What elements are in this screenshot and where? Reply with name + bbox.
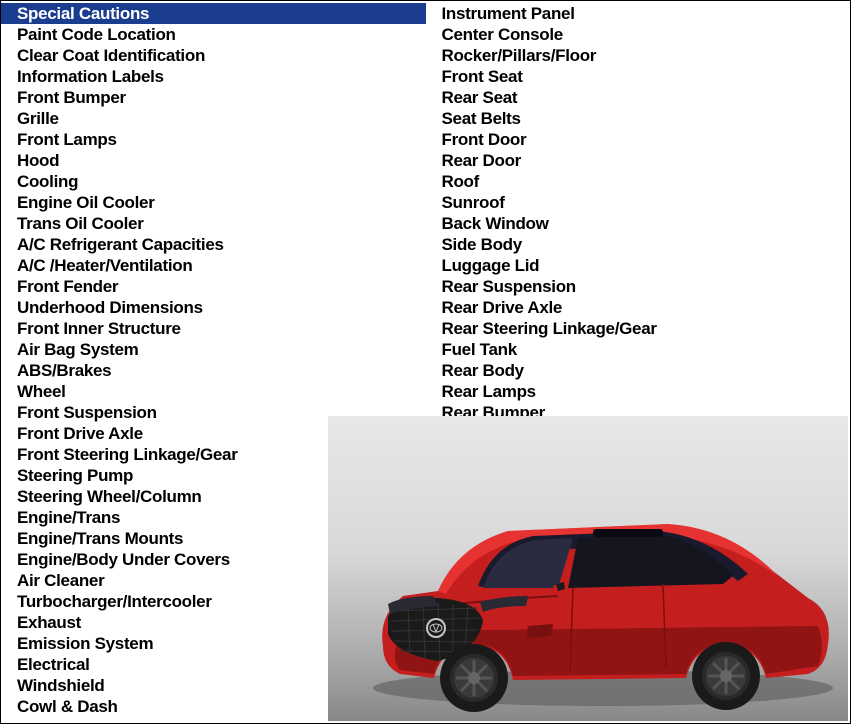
left_column-item[interactable]: Wheel [1, 381, 426, 402]
right_column-item[interactable]: Seat Belts [426, 108, 851, 129]
right_column-item[interactable]: Instrument Panel [426, 3, 851, 24]
left_column-item[interactable]: Special Cautions [1, 3, 426, 24]
left_column-item[interactable]: Trans Oil Cooler [1, 213, 426, 234]
right_column-item[interactable]: Side Body [426, 234, 851, 255]
right_column-item[interactable]: Rear Steering Linkage/Gear [426, 318, 851, 339]
right_column-item[interactable]: Front Door [426, 129, 851, 150]
right_column-item[interactable]: Rear Lamps [426, 381, 851, 402]
left_column-item[interactable]: Front Bumper [1, 87, 426, 108]
left_column-item[interactable]: Cooling [1, 171, 426, 192]
right_column-item[interactable]: Rear Seat [426, 87, 851, 108]
right_column-item[interactable]: Roof [426, 171, 851, 192]
left_column-item[interactable]: Underhood Dimensions [1, 297, 426, 318]
right_column-item[interactable]: Front Seat [426, 66, 851, 87]
right_column-item[interactable]: Fuel Tank [426, 339, 851, 360]
left_column-item[interactable]: Hood [1, 150, 426, 171]
right_column-item[interactable]: Rocker/Pillars/Floor [426, 45, 851, 66]
parts-list-container: Special CautionsPaint Code LocationClear… [0, 0, 851, 724]
car-illustration [328, 416, 848, 721]
right_column-item[interactable]: Rear Suspension [426, 276, 851, 297]
left_column-item[interactable]: Paint Code Location [1, 24, 426, 45]
left_column-item[interactable]: A/C Refrigerant Capacities [1, 234, 426, 255]
right_column-item[interactable]: Rear Body [426, 360, 851, 381]
right_column-item[interactable]: Center Console [426, 24, 851, 45]
right_column-item[interactable]: Rear Drive Axle [426, 297, 851, 318]
right_column-item[interactable]: Sunroof [426, 192, 851, 213]
right_column-item[interactable]: Back Window [426, 213, 851, 234]
left_column-item[interactable]: Front Inner Structure [1, 318, 426, 339]
vehicle-image [328, 416, 848, 721]
left_column-item[interactable]: Grille [1, 108, 426, 129]
left_column-item[interactable]: A/C /Heater/Ventilation [1, 255, 426, 276]
left_column-item[interactable]: ABS/Brakes [1, 360, 426, 381]
left_column-item[interactable]: Clear Coat Identification [1, 45, 426, 66]
right_column-item[interactable]: Rear Door [426, 150, 851, 171]
left_column-item[interactable]: Front Lamps [1, 129, 426, 150]
left_column-item[interactable]: Air Bag System [1, 339, 426, 360]
right_column-item[interactable]: Luggage Lid [426, 255, 851, 276]
left_column-item[interactable]: Information Labels [1, 66, 426, 87]
left_column-item[interactable]: Engine Oil Cooler [1, 192, 426, 213]
left_column-item[interactable]: Front Fender [1, 276, 426, 297]
